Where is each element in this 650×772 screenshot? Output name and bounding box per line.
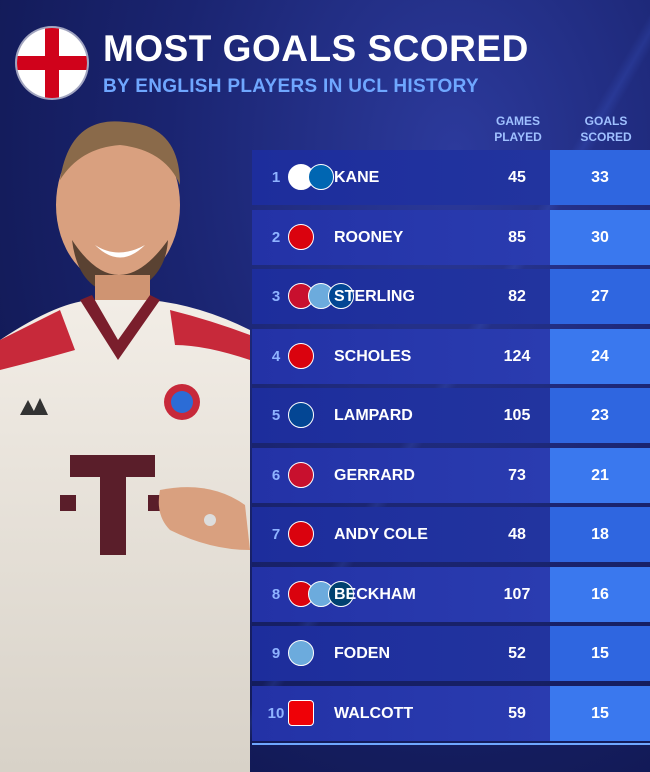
club-crests: [288, 580, 354, 608]
games-played-value: 73: [508, 466, 526, 484]
games-played-value: 59: [508, 704, 526, 722]
page-subtitle: BY ENGLISH PLAYERS IN UCL HISTORY: [103, 76, 479, 97]
mu-icon: [288, 223, 314, 250]
row-main-cell: 9 FODEN 52: [252, 626, 550, 681]
goals-scored-value: 18: [591, 526, 609, 543]
player-name: LAMPARD: [334, 407, 413, 424]
row-main-cell: 4 SCHOLES 124: [252, 328, 550, 384]
goals-cell: 16: [550, 566, 650, 622]
table-row: 8 BECKHAM 107 16: [252, 566, 650, 622]
rank-number: 5: [271, 407, 281, 424]
goals-cell: 30: [550, 209, 650, 265]
games-played-value: 124: [503, 347, 531, 365]
goals-scored-value: 24: [591, 347, 609, 365]
club-crests: [288, 640, 314, 667]
che-icon: [328, 283, 354, 309]
goals-cell: 18: [550, 507, 650, 562]
row-main-cell: 2 ROONEY 85: [252, 209, 550, 265]
table-row: 3 STERLING 82 27: [252, 269, 650, 324]
rank-number: 6: [271, 466, 281, 484]
liv-icon: [288, 461, 314, 488]
club-crests: [288, 699, 314, 727]
table-row: 9 FODEN 52 15: [252, 626, 650, 681]
player-name: GERRARD: [334, 466, 415, 484]
games-played-value: 48: [508, 526, 526, 543]
rank-number: 7: [271, 526, 281, 543]
row-main-cell: 10 WALCOTT 59: [252, 685, 550, 741]
row-main-cell: 6 GERRARD 73: [252, 447, 550, 503]
table-row: 4 SCHOLES 124 24: [252, 328, 650, 384]
table-row: 10 WALCOTT 59 15: [252, 685, 650, 741]
games-played-value: 107: [503, 585, 531, 603]
mu-icon: [288, 521, 314, 547]
games-played-value: 105: [503, 407, 531, 424]
club-crests: [288, 223, 314, 251]
player-name: STERLING: [334, 288, 415, 305]
ranking-table: 1 KANE 45 33 2 ROONEY 85 30 3 STERLING 82 27 4 SCHOLE…: [252, 150, 650, 745]
games-played-header: GAMES PLAYED: [494, 114, 542, 144]
row-main-cell: 8 BECKHAM 107: [252, 566, 550, 622]
rank-number: 2: [271, 228, 281, 246]
goals-cell: 24: [550, 328, 650, 384]
goals-cell: 21: [550, 447, 650, 503]
goals-scored-value: 16: [591, 585, 609, 603]
player-name: WALCOTT: [334, 704, 414, 722]
page-title: MOST GOALS SCORED: [103, 28, 529, 69]
mu-icon: [288, 342, 314, 369]
goals-scored-value: 33: [591, 169, 609, 186]
club-crests: [288, 342, 314, 370]
games-played-value: 85: [508, 228, 526, 246]
rank-number: 9: [271, 645, 281, 662]
row-main-cell: 5 LAMPARD 105: [252, 388, 550, 443]
club-crests: [288, 461, 314, 489]
row-main-cell: 1 KANE 45: [252, 150, 550, 205]
table-row: 2 ROONEY 85 30: [252, 209, 650, 265]
goals-cell: 15: [550, 626, 650, 681]
goals-scored-value: 30: [591, 228, 609, 246]
rank-number: 4: [271, 347, 281, 365]
england-flag-icon: [17, 28, 87, 98]
goals-scored-value: 15: [591, 645, 609, 662]
player-name: ROONEY: [334, 228, 404, 246]
rank-number: 3: [271, 288, 281, 305]
rank-number: 8: [271, 585, 281, 603]
player-name: BECKHAM: [334, 585, 416, 603]
rank-number: 10: [267, 704, 285, 722]
club-crests: [288, 402, 314, 429]
goals-scored-value: 21: [591, 466, 609, 484]
row-main-cell: 3 STERLING 82: [252, 269, 550, 324]
row-main-cell: 7 ANDY COLE 48: [252, 507, 550, 562]
goals-scored-value: 15: [591, 704, 609, 722]
goals-scored-value: 27: [591, 288, 609, 305]
ars-icon: [288, 699, 314, 726]
table-row: 7 ANDY COLE 48 18: [252, 507, 650, 562]
player-name: FODEN: [334, 645, 390, 662]
goals-cell: 33: [550, 150, 650, 205]
club-crests: [288, 164, 334, 191]
player-name: SCHOLES: [334, 347, 412, 365]
goals-cell: 27: [550, 269, 650, 324]
player-name: ANDY COLE: [334, 526, 428, 543]
games-played-value: 52: [508, 645, 526, 662]
table-row: 5 LAMPARD 105 23: [252, 388, 650, 443]
goals-cell: 15: [550, 685, 650, 741]
psg-icon: [328, 580, 354, 607]
club-crests: [288, 283, 354, 310]
mci-icon: [288, 640, 314, 666]
table-row: 1 KANE 45 33: [252, 150, 650, 205]
che-icon: [288, 402, 314, 428]
player-name: KANE: [334, 169, 380, 186]
goals-scored-header: GOALS SCORED: [580, 114, 632, 144]
games-played-value: 82: [508, 288, 526, 305]
goals-cell: 23: [550, 388, 650, 443]
table-row: 6 GERRARD 73 21: [252, 447, 650, 503]
rank-number: 1: [271, 169, 281, 186]
goals-scored-value: 23: [591, 407, 609, 424]
table-bottom-divider: [252, 743, 650, 745]
bay-icon: [308, 164, 334, 190]
player-photo: [0, 121, 250, 772]
club-crests: [288, 521, 314, 548]
games-played-value: 45: [508, 169, 526, 186]
